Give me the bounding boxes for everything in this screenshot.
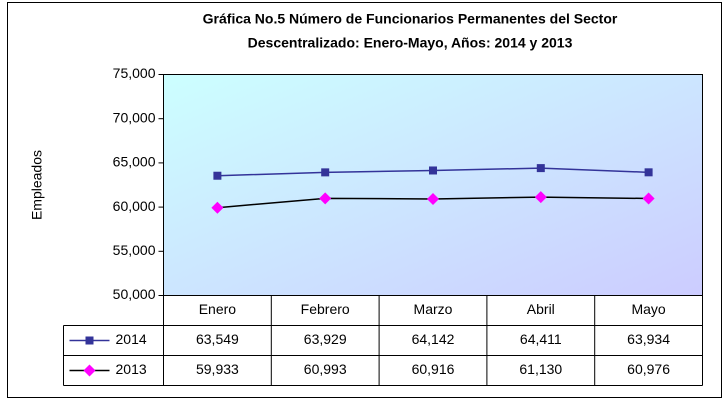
legend-marker [85, 336, 94, 345]
table-value: 64,142 [412, 331, 455, 347]
table-value: 63,934 [627, 331, 670, 347]
table-value: 63,929 [304, 331, 347, 347]
y-tick-label: 60,000 [113, 198, 156, 214]
data-point [429, 166, 437, 175]
data-point [211, 201, 224, 214]
data-point [536, 164, 545, 173]
data-point [644, 168, 653, 177]
table-value: 60,993 [304, 361, 347, 377]
legend-marker [83, 364, 96, 377]
x-tick-label: Enero [199, 301, 237, 317]
data-point [534, 191, 547, 204]
data-point [427, 193, 439, 206]
table-value: 60,916 [412, 361, 455, 377]
data-point [321, 168, 330, 177]
chart-title: Descentralizado: Enero-Mayo, Años: 2014 … [248, 35, 573, 51]
data-point [213, 171, 222, 180]
x-tick-label: Mayo [631, 301, 665, 317]
x-tick-label: Marzo [414, 301, 453, 317]
table-value: 60,976 [627, 361, 670, 377]
y-tick-label: 65,000 [113, 154, 156, 170]
y-tick-label: 75,000 [113, 65, 156, 81]
data-point [642, 192, 655, 205]
x-tick-label: Abril [527, 301, 555, 317]
table-value: 59,933 [196, 361, 239, 377]
table-value: 63,549 [196, 331, 239, 347]
y-tick-label: 70,000 [113, 109, 156, 125]
table-value: 61,130 [519, 361, 562, 377]
y-axis-label: Empleados [29, 150, 45, 220]
chart-title: Gráfica No.5 Número de Funcionarios Perm… [203, 11, 618, 27]
legend-label: 2013 [116, 361, 147, 377]
plot-area [163, 74, 703, 296]
x-tick-label: Febrero [301, 301, 350, 317]
table-value: 64,411 [520, 331, 562, 347]
legend-label: 2014 [116, 331, 147, 347]
y-tick-label: 55,000 [113, 242, 156, 258]
y-tick-label: 50,000 [113, 286, 156, 302]
data-point [319, 192, 332, 205]
